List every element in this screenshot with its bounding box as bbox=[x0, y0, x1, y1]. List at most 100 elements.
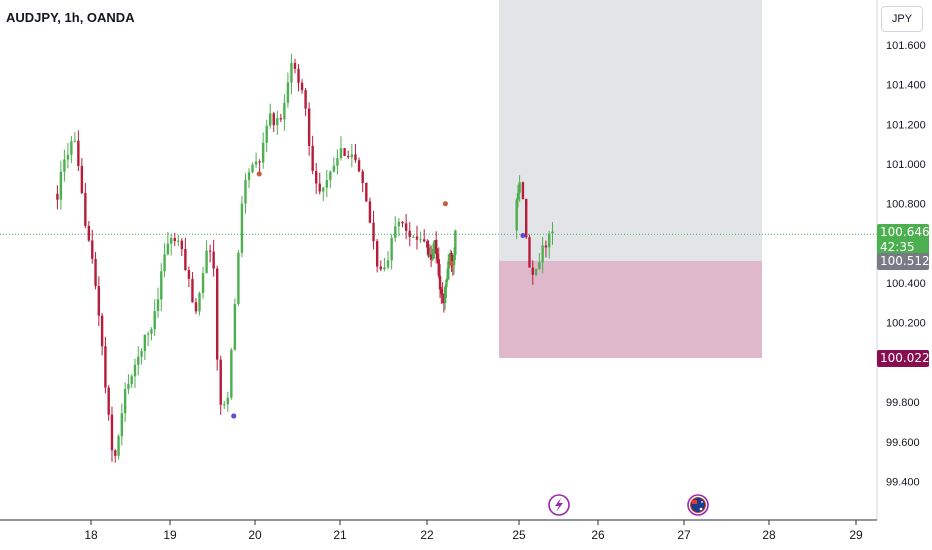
candle-body bbox=[450, 252, 453, 264]
candle-body bbox=[361, 171, 364, 183]
candle-body bbox=[84, 192, 87, 226]
candle-body bbox=[215, 268, 219, 360]
candle-body bbox=[431, 258, 434, 260]
signal-marker[interactable] bbox=[256, 171, 262, 177]
candle-body bbox=[452, 254, 456, 266]
candle-body bbox=[163, 254, 166, 272]
candle-body bbox=[153, 311, 156, 330]
candle-body bbox=[428, 254, 432, 257]
y-tick-label: 100.400 bbox=[886, 278, 926, 290]
candle-body bbox=[447, 254, 451, 269]
candle-body bbox=[541, 245, 544, 263]
currency-button[interactable]: JPY bbox=[881, 6, 923, 32]
loss-zone[interactable] bbox=[499, 260, 762, 359]
candle-body bbox=[283, 102, 286, 120]
x-tick-label: 22 bbox=[420, 528, 434, 542]
candle-body bbox=[354, 154, 357, 161]
candle-body bbox=[180, 240, 184, 250]
x-tick-label: 18 bbox=[84, 528, 98, 542]
candle-body bbox=[443, 287, 447, 304]
candle-body bbox=[357, 160, 361, 172]
candle-body bbox=[442, 294, 446, 304]
australia-flag-icon[interactable] bbox=[687, 494, 709, 516]
candle-body bbox=[191, 278, 194, 303]
candle-body bbox=[293, 62, 297, 69]
candle-body bbox=[386, 260, 390, 268]
candle-body bbox=[258, 161, 261, 163]
candle-body bbox=[336, 158, 339, 166]
last-price-value: 100.646 bbox=[880, 225, 930, 240]
candle-body bbox=[311, 145, 314, 172]
candle-body bbox=[123, 389, 127, 414]
candle-body bbox=[429, 254, 433, 260]
y-tick-label: 100.200 bbox=[886, 318, 926, 330]
y-tick-label: 101.600 bbox=[886, 40, 926, 52]
candle-body bbox=[150, 329, 153, 334]
candle-body bbox=[445, 279, 448, 288]
x-tick-label: 19 bbox=[163, 528, 177, 542]
candle-body bbox=[226, 397, 229, 405]
candle-body bbox=[332, 165, 336, 172]
candle-body bbox=[223, 404, 226, 406]
candles-group bbox=[56, 53, 554, 463]
candle-body bbox=[538, 262, 541, 269]
candle-body bbox=[437, 259, 440, 276]
profit-zone[interactable] bbox=[499, 0, 762, 261]
candle-body bbox=[548, 233, 551, 248]
y-tick-label: 101.200 bbox=[886, 119, 926, 131]
x-tick-label: 25 bbox=[512, 528, 526, 542]
x-tick-label: 20 bbox=[248, 528, 262, 542]
candle-body bbox=[205, 250, 208, 274]
candle-body bbox=[397, 221, 401, 227]
candle-body bbox=[383, 267, 386, 270]
candle-body bbox=[325, 180, 329, 188]
candle-body bbox=[427, 247, 430, 257]
candle-body bbox=[521, 182, 525, 199]
signal-marker[interactable] bbox=[231, 413, 237, 419]
candle-body bbox=[63, 159, 66, 172]
candle-body bbox=[528, 237, 531, 268]
candle-body bbox=[432, 243, 435, 259]
candle-body bbox=[261, 142, 265, 163]
candle-body bbox=[127, 384, 130, 390]
candle-body bbox=[94, 258, 97, 287]
signal-marker[interactable] bbox=[442, 201, 448, 207]
signal-marker[interactable] bbox=[520, 232, 526, 239]
candle-body bbox=[426, 241, 429, 248]
candle-body bbox=[87, 225, 91, 241]
candle-body bbox=[347, 156, 350, 158]
candle-body bbox=[177, 240, 180, 242]
candle-body bbox=[290, 62, 293, 83]
candle-body bbox=[66, 154, 70, 160]
candle-body bbox=[130, 376, 133, 385]
candle-body bbox=[251, 164, 254, 173]
candle-body bbox=[166, 243, 170, 255]
candle-body bbox=[120, 413, 124, 437]
y-tick-label: 101.000 bbox=[886, 159, 926, 171]
candle-body bbox=[107, 387, 110, 415]
candle-body bbox=[372, 222, 375, 242]
symbol-title[interactable]: AUDJPY, 1h, OANDA bbox=[6, 10, 135, 25]
candle-body bbox=[110, 414, 114, 451]
candle-body bbox=[518, 182, 521, 193]
candle-body bbox=[70, 141, 73, 155]
candle-body bbox=[198, 293, 201, 312]
candle-body bbox=[329, 171, 332, 181]
candle-body bbox=[436, 253, 439, 260]
candle-body bbox=[297, 68, 300, 83]
candle-body bbox=[77, 140, 80, 166]
y-tick-label: 99.600 bbox=[886, 437, 920, 449]
candle-body bbox=[419, 239, 422, 241]
candle-body bbox=[440, 289, 443, 294]
candle-body bbox=[114, 450, 117, 456]
candle-body bbox=[219, 359, 222, 405]
candle-body bbox=[375, 241, 379, 267]
signal-marker[interactable] bbox=[448, 260, 454, 266]
candle-body bbox=[423, 239, 426, 242]
candle-body bbox=[438, 275, 442, 290]
candle-body bbox=[269, 113, 272, 126]
candle-body bbox=[104, 346, 107, 388]
candle-body bbox=[368, 201, 372, 223]
lightning-icon[interactable] bbox=[548, 494, 570, 516]
